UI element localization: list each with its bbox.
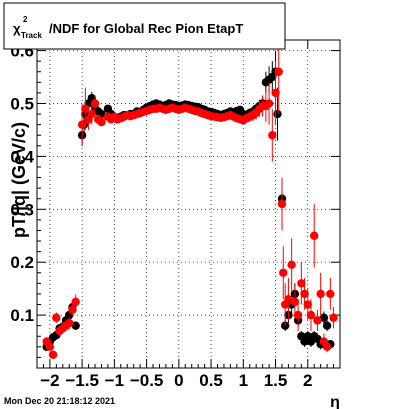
data-point bbox=[293, 310, 303, 320]
x-tick-label: 0 bbox=[174, 371, 183, 390]
y-tick-label: 0.4 bbox=[10, 147, 34, 166]
chart-title: χ bbox=[13, 21, 21, 36]
y-tick-label: 0.3 bbox=[10, 200, 34, 219]
data-point bbox=[45, 342, 55, 352]
data-point bbox=[271, 88, 280, 98]
title-box bbox=[3, 2, 286, 50]
data-point bbox=[68, 305, 77, 315]
data-point bbox=[326, 289, 335, 299]
y-axis-title: pT/|q| (GeV/c) bbox=[9, 122, 29, 238]
x-tick-label: 0.5 bbox=[199, 371, 223, 390]
data-point bbox=[264, 99, 274, 108]
x-tick-label: −1.5 bbox=[65, 371, 99, 390]
data-series bbox=[42, 40, 338, 360]
y-tick-label: 0.2 bbox=[10, 253, 34, 272]
data-point bbox=[322, 342, 332, 352]
data-point bbox=[52, 313, 61, 322]
data-point bbox=[65, 318, 74, 328]
title-main: /NDF for Global Rec Pion EtapT bbox=[49, 21, 243, 36]
data-point bbox=[81, 104, 90, 113]
x-tick-label: 1.5 bbox=[264, 371, 288, 390]
x-tick-labels: −2 −1.5 −1 −0.5 0 0.5 1 1.5 2 bbox=[40, 371, 312, 390]
data-point bbox=[87, 109, 96, 119]
title-chi: χ bbox=[13, 21, 21, 36]
data-point bbox=[277, 199, 287, 209]
x-tick-label: 1 bbox=[239, 371, 248, 390]
title-superscript: 2 bbox=[23, 15, 28, 24]
data-point bbox=[273, 109, 282, 119]
x-tick-label: 2 bbox=[303, 371, 312, 390]
x-tick-label: −2 bbox=[40, 371, 59, 390]
data-point bbox=[303, 300, 312, 309]
data-point bbox=[313, 316, 322, 325]
data-point bbox=[306, 310, 316, 320]
data-point bbox=[319, 313, 329, 322]
data-point bbox=[268, 131, 277, 140]
data-point bbox=[71, 297, 80, 307]
data-point bbox=[297, 279, 306, 288]
y-tick-label: 0.5 bbox=[10, 94, 34, 113]
data-point bbox=[290, 297, 300, 307]
series-2 bbox=[42, 40, 338, 360]
x-tick-label: −0.5 bbox=[130, 371, 164, 390]
data-point bbox=[329, 313, 338, 322]
data-point bbox=[274, 67, 283, 76]
y-tick-label: 0.1 bbox=[10, 306, 34, 325]
data-point bbox=[322, 321, 332, 330]
x-tick-label: −1 bbox=[105, 371, 124, 390]
timestamp: Mon Dec 20 21:18:12 2021 bbox=[4, 396, 115, 406]
data-point bbox=[71, 321, 80, 330]
data-point bbox=[77, 120, 87, 129]
data-point bbox=[284, 295, 293, 304]
data-point bbox=[287, 260, 296, 270]
data-point bbox=[90, 99, 100, 108]
data-point bbox=[300, 289, 309, 299]
data-point bbox=[279, 268, 288, 277]
data-point bbox=[310, 231, 319, 240]
data-point bbox=[97, 117, 106, 127]
data-point bbox=[48, 350, 58, 359]
data-point bbox=[316, 289, 325, 299]
title-subscript: Track bbox=[21, 31, 42, 40]
x-axis-title: η bbox=[330, 394, 340, 409]
